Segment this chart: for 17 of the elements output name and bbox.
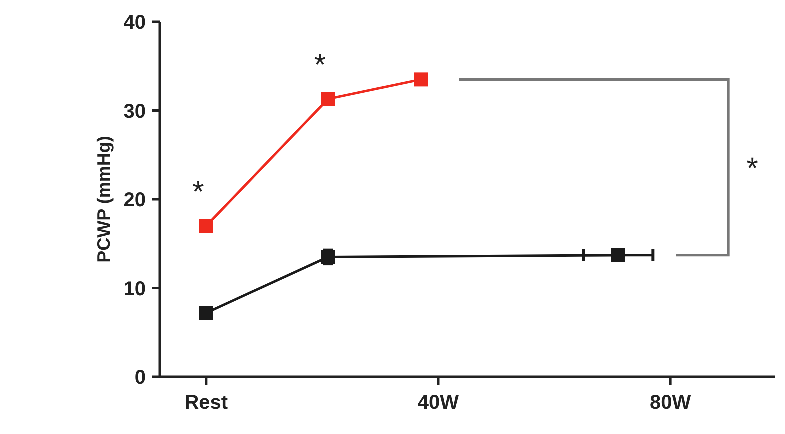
y-tick-label: 10 — [124, 278, 146, 300]
point — [611, 248, 626, 262]
y-tick-label: 40 — [124, 12, 146, 34]
annotation: * — [314, 49, 326, 82]
y-tick-label: 0 — [134, 367, 146, 389]
annotation: * — [192, 176, 205, 210]
point — [321, 92, 336, 106]
y-tick-label: 30 — [124, 100, 146, 123]
y-axis-title: PCWP (mmHg) — [94, 136, 114, 263]
x-tick-label: 80W — [650, 392, 692, 414]
x-tick-label: Rest — [184, 392, 228, 414]
point — [414, 72, 428, 87]
annotation: * — [746, 152, 759, 186]
point — [199, 219, 214, 234]
point — [199, 306, 214, 320]
y-tick-label: 20 — [124, 190, 146, 212]
x-tick-label: 40W — [418, 392, 460, 414]
